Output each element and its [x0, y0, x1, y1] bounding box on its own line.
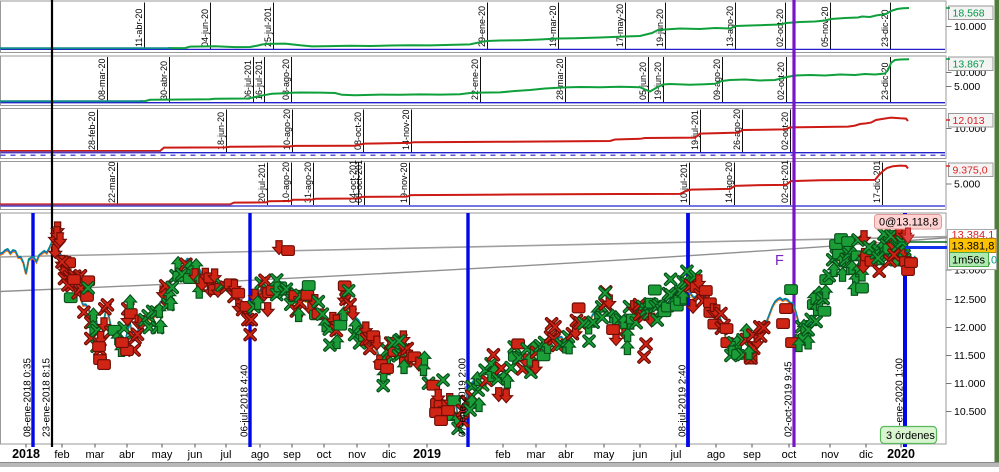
- svg-text:17-may-20: 17-may-20: [615, 4, 625, 47]
- svg-text:oct: oct: [317, 449, 332, 461]
- svg-text:mar: mar: [86, 449, 105, 461]
- svg-text:nov: nov: [348, 449, 366, 461]
- svg-text:nov: nov: [821, 449, 839, 461]
- svg-text:08-ene-2018 0:35: 08-ene-2018 0:35: [23, 358, 34, 437]
- svg-text:08-mar-20: 08-mar-20: [97, 58, 107, 100]
- svg-text:9.375,0: 9.375,0: [953, 165, 988, 177]
- svg-text:13.867: 13.867: [953, 59, 985, 71]
- svg-text:5.000: 5.000: [954, 179, 980, 191]
- svg-text:30-abr-20: 30-abr-20: [159, 61, 169, 100]
- svg-text:16-jul-201: 16-jul-201: [254, 60, 264, 100]
- svg-text:06-jul-2018 4:40: 06-jul-2018 4:40: [240, 364, 251, 437]
- svg-text:18.568: 18.568: [953, 8, 985, 20]
- svg-text:mar: mar: [527, 449, 546, 461]
- svg-text:10.000: 10.000: [954, 21, 986, 33]
- svg-text:jul: jul: [669, 449, 681, 461]
- svg-text:10.500: 10.500: [954, 406, 986, 418]
- svg-text:09-ago-20: 09-ago-20: [712, 59, 722, 100]
- svg-text:19-jun-20: 19-jun-20: [655, 9, 665, 47]
- svg-text:23-ene-2018 8:15: 23-ene-2018 8:15: [42, 358, 53, 437]
- svg-text:02-oct-20: 02-oct-20: [776, 62, 786, 100]
- svg-text:05-nov-20: 05-nov-20: [820, 6, 830, 47]
- svg-text:11.500: 11.500: [954, 350, 985, 362]
- svg-text:sep: sep: [283, 449, 301, 461]
- svg-text:may: may: [152, 449, 173, 461]
- svg-text:10-ago-20: 10-ago-20: [282, 109, 292, 150]
- svg-text:3 órdenes: 3 órdenes: [886, 430, 935, 442]
- svg-text:04-jun-20: 04-jun-20: [200, 9, 210, 47]
- svg-text:dic: dic: [859, 449, 874, 461]
- svg-text:19-jul-201: 19-jul-201: [690, 110, 700, 150]
- svg-text:13.381,8: 13.381,8: [952, 241, 995, 253]
- svg-text:jul: jul: [219, 449, 231, 461]
- svg-text:14-ago-20: 14-ago-20: [724, 162, 734, 203]
- svg-text:abr: abr: [558, 449, 574, 461]
- svg-text:22-mar-20: 22-mar-20: [107, 161, 117, 203]
- svg-text:jun: jun: [632, 449, 648, 461]
- svg-text:20-jul-201: 20-jul-201: [257, 163, 267, 203]
- svg-text:17-dic-201: 17-dic-201: [872, 160, 882, 203]
- svg-text:26-ago-20: 26-ago-20: [732, 109, 742, 150]
- svg-text:05-jun-20: 05-jun-20: [638, 62, 648, 100]
- svg-text:25-jul-201: 25-jul-201: [263, 7, 273, 47]
- svg-text:12.000: 12.000: [954, 322, 986, 334]
- svg-text:08-ene-2020 1:00: 08-ene-2020 1:00: [895, 358, 906, 437]
- svg-text:feb: feb: [54, 449, 69, 461]
- svg-text:jun: jun: [187, 449, 203, 461]
- svg-text:ago: ago: [707, 449, 725, 461]
- svg-text:28-mar-20: 28-mar-20: [555, 58, 565, 100]
- svg-text:ago: ago: [251, 449, 269, 461]
- svg-text:5.000: 5.000: [954, 81, 980, 93]
- svg-text:11.000: 11.000: [954, 378, 985, 390]
- svg-text:sep: sep: [743, 449, 761, 461]
- svg-text:12.013: 12.013: [953, 115, 985, 127]
- svg-text:28-feb-20: 28-feb-20: [87, 111, 97, 150]
- svg-text:12.500: 12.500: [954, 294, 986, 306]
- svg-text:2020: 2020: [887, 447, 915, 461]
- svg-text:19-mar-20: 19-mar-20: [548, 5, 558, 47]
- svg-text:oct: oct: [782, 449, 797, 461]
- svg-text:,0: ,0: [988, 255, 997, 267]
- svg-text:abr: abr: [119, 449, 135, 461]
- svg-text:18-jun-20: 18-jun-20: [216, 112, 226, 150]
- svg-text:02-oct-20: 02-oct-20: [775, 9, 785, 47]
- svg-text:feb: feb: [495, 449, 510, 461]
- svg-text:08-jul-2019 2:40: 08-jul-2019 2:40: [678, 364, 689, 437]
- svg-text:F: F: [775, 253, 784, 269]
- svg-text:07-ene-2019 2:00: 07-ene-2019 2:00: [458, 358, 469, 437]
- svg-text:02-oct-20: 02-oct-20: [780, 112, 790, 150]
- svg-text:02-oct-201: 02-oct-201: [780, 160, 790, 203]
- svg-text:31-ago-20: 31-ago-20: [303, 162, 313, 203]
- svg-text:02-oct-2019 9:45: 02-oct-2019 9:45: [784, 361, 795, 437]
- svg-text:0@13.118,8: 0@13.118,8: [879, 217, 938, 229]
- svg-text:2018: 2018: [12, 447, 40, 461]
- svg-text:dic: dic: [382, 449, 397, 461]
- svg-text:2019: 2019: [413, 447, 441, 461]
- svg-text:19-jun-20: 19-jun-20: [653, 62, 663, 100]
- svg-text:10-ago-20: 10-ago-20: [281, 162, 291, 203]
- svg-text:may: may: [594, 449, 615, 461]
- svg-text:11-abr-20: 11-abr-20: [134, 9, 144, 47]
- svg-text:1m56s: 1m56s: [952, 255, 986, 267]
- svg-text:10-jul-201: 10-jul-201: [679, 163, 689, 203]
- svg-text:06-jul-201: 06-jul-201: [243, 60, 253, 100]
